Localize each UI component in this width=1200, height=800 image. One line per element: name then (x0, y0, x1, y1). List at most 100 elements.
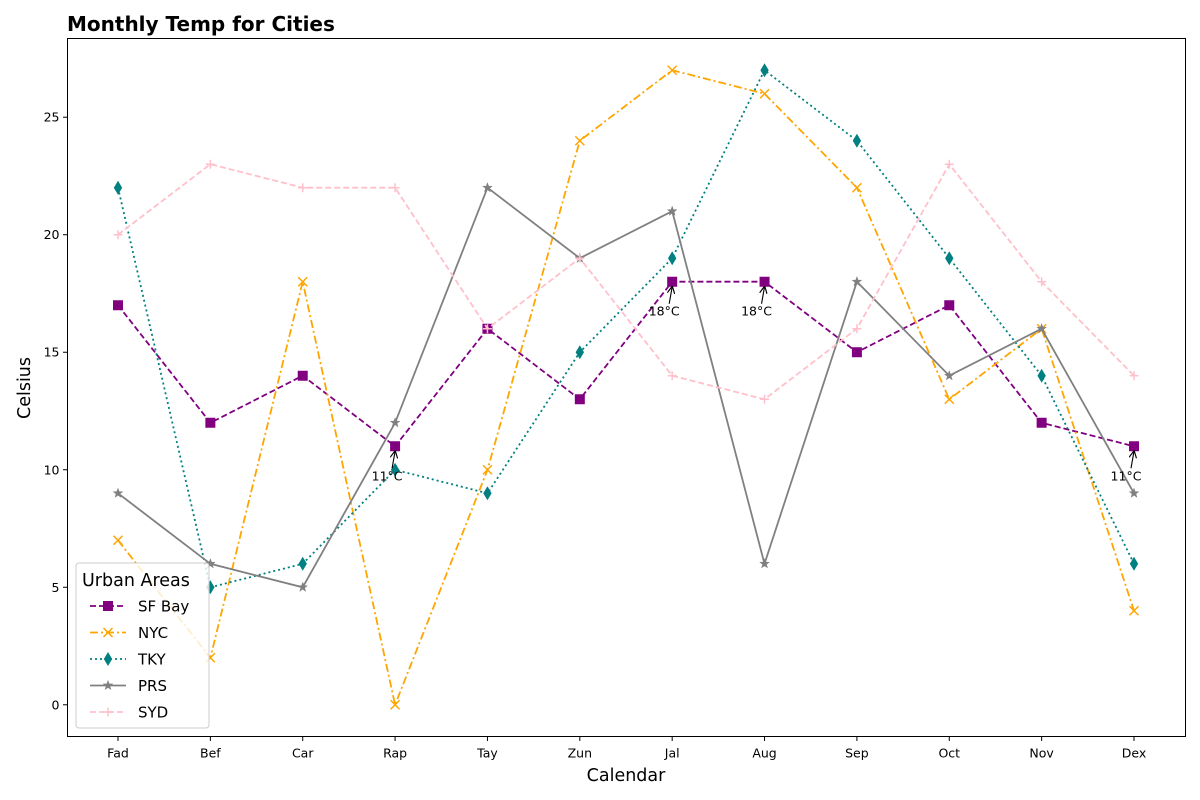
data-point-sf-bay (113, 300, 123, 311)
data-point-nyc (759, 88, 770, 99)
y-tick-label: 20 (44, 227, 60, 242)
legend-item-syd: SYD (90, 704, 168, 722)
x-tick-label: Zun (568, 746, 592, 761)
data-point-sf-bay (205, 417, 216, 428)
series-prs (112, 181, 1140, 592)
data-point-tky (760, 63, 769, 78)
legend-item-tky: TKY (90, 651, 166, 669)
data-point-tky (298, 556, 307, 571)
data-point-tky (575, 345, 585, 360)
x-tick-label: Car (292, 746, 314, 761)
annotation-label: 11°C (1111, 468, 1142, 483)
data-point-syd (390, 183, 400, 193)
y-tick-label: 0 (52, 697, 60, 712)
y-axis-label: Celsius (15, 357, 35, 419)
data-point-nyc (574, 135, 585, 146)
series-tky (113, 63, 1139, 595)
data-point-syd (944, 159, 954, 169)
data-point-prs (112, 487, 124, 498)
data-point-nyc (944, 394, 955, 405)
legend-item-sf-bay: SF Bay (90, 598, 189, 616)
data-point-nyc (851, 182, 862, 193)
data-point-nyc (390, 699, 401, 710)
x-tick-label: Nov (1029, 746, 1054, 761)
data-point-sf-bay (759, 276, 770, 287)
legend-item-prs: PRS (90, 677, 167, 695)
annotation-label: 11°C (372, 468, 403, 483)
legend-label: TKY (137, 651, 166, 669)
x-tick-label: Aug (752, 746, 776, 761)
legend: Urban Areas SF Bay NYC TKY PRS SYD (75, 562, 210, 729)
data-point-tky (1129, 556, 1139, 571)
x-tick-label: Bef (200, 746, 221, 761)
data-point-sf-bay (297, 370, 308, 381)
data-point-tky (1037, 368, 1046, 383)
data-point-syd (113, 230, 123, 240)
data-point-syd (667, 371, 677, 381)
series-line-sf-bay (117, 280, 1135, 448)
legend-label: SYD (138, 704, 168, 722)
x-tick-label: Oct (938, 746, 960, 761)
x-tick-label: Rap (383, 746, 407, 761)
legend-marker-tky (103, 652, 113, 666)
legend-label: SF Bay (138, 598, 189, 616)
data-point-syd (482, 324, 492, 334)
data-point-prs (297, 581, 309, 592)
series-line-nyc (117, 69, 1135, 708)
data-point-syd (205, 159, 215, 169)
series-line-tky (117, 68, 1135, 589)
y-tick-label: 15 (44, 345, 60, 360)
annotation-label: 18°C (649, 304, 680, 319)
series-nyc (112, 65, 1140, 710)
data-point-prs (1036, 322, 1048, 334)
data-point-sf-bay (574, 394, 585, 405)
chart-title: Monthly Temp for Cities (67, 12, 335, 36)
data-point-syd (1037, 277, 1047, 287)
annotations: 11°C 18°C 18°C 11°C (372, 287, 1142, 483)
legend-marker-sf-bay (103, 601, 113, 611)
data-point-nyc (482, 464, 493, 475)
annotation-arrow (392, 451, 395, 469)
legend-label: NYC (138, 624, 168, 642)
data-point-sf-bay (851, 347, 862, 358)
x-tick-label: Tay (476, 746, 498, 761)
legend-marker-syd (103, 707, 113, 717)
data-point-prs (759, 557, 771, 569)
legend-marker-prs (102, 679, 114, 691)
series-line-prs (117, 186, 1135, 589)
data-point-tky (667, 251, 677, 266)
data-point-syd (852, 324, 862, 334)
x-tick-label: Jal (664, 746, 680, 761)
data-point-sf-bay (667, 276, 678, 287)
data-point-syd (1129, 371, 1139, 381)
data-point-prs (204, 557, 216, 569)
axes: Fad Bef Car Rap Tay Zun Jal Aug Sep Oct Nov Dex 0 5 10… (44, 38, 1186, 761)
data-point-tky (483, 486, 492, 501)
y-tick-label: 25 (44, 110, 60, 125)
data-point-nyc (1128, 605, 1140, 616)
data-point-sf-bay (1036, 417, 1047, 428)
data-point-syd (298, 183, 308, 193)
annotation-arrow (669, 287, 672, 304)
data-point-tky (945, 251, 954, 266)
data-point-prs (389, 416, 401, 428)
series-sf-bay (113, 276, 1139, 452)
data-point-tky (852, 133, 862, 148)
x-tick-label: Sep (845, 746, 869, 761)
y-tick-label: 10 (44, 462, 60, 477)
series-layer (112, 63, 1140, 710)
data-point-prs (1128, 487, 1140, 498)
data-point-nyc (297, 276, 308, 287)
legend-marker-nyc (102, 627, 114, 638)
plot-frame (67, 38, 1186, 737)
data-point-syd (760, 394, 770, 404)
legend-label: PRS (138, 677, 167, 695)
data-point-syd (575, 253, 585, 263)
data-point-sf-bay (1129, 441, 1139, 452)
data-point-sf-bay (944, 300, 955, 311)
legend-title: Urban Areas (82, 571, 190, 591)
annotation-label: 18°C (741, 304, 772, 319)
x-tick-label: Dex (1122, 746, 1147, 761)
annotation-arrow (1131, 451, 1134, 469)
